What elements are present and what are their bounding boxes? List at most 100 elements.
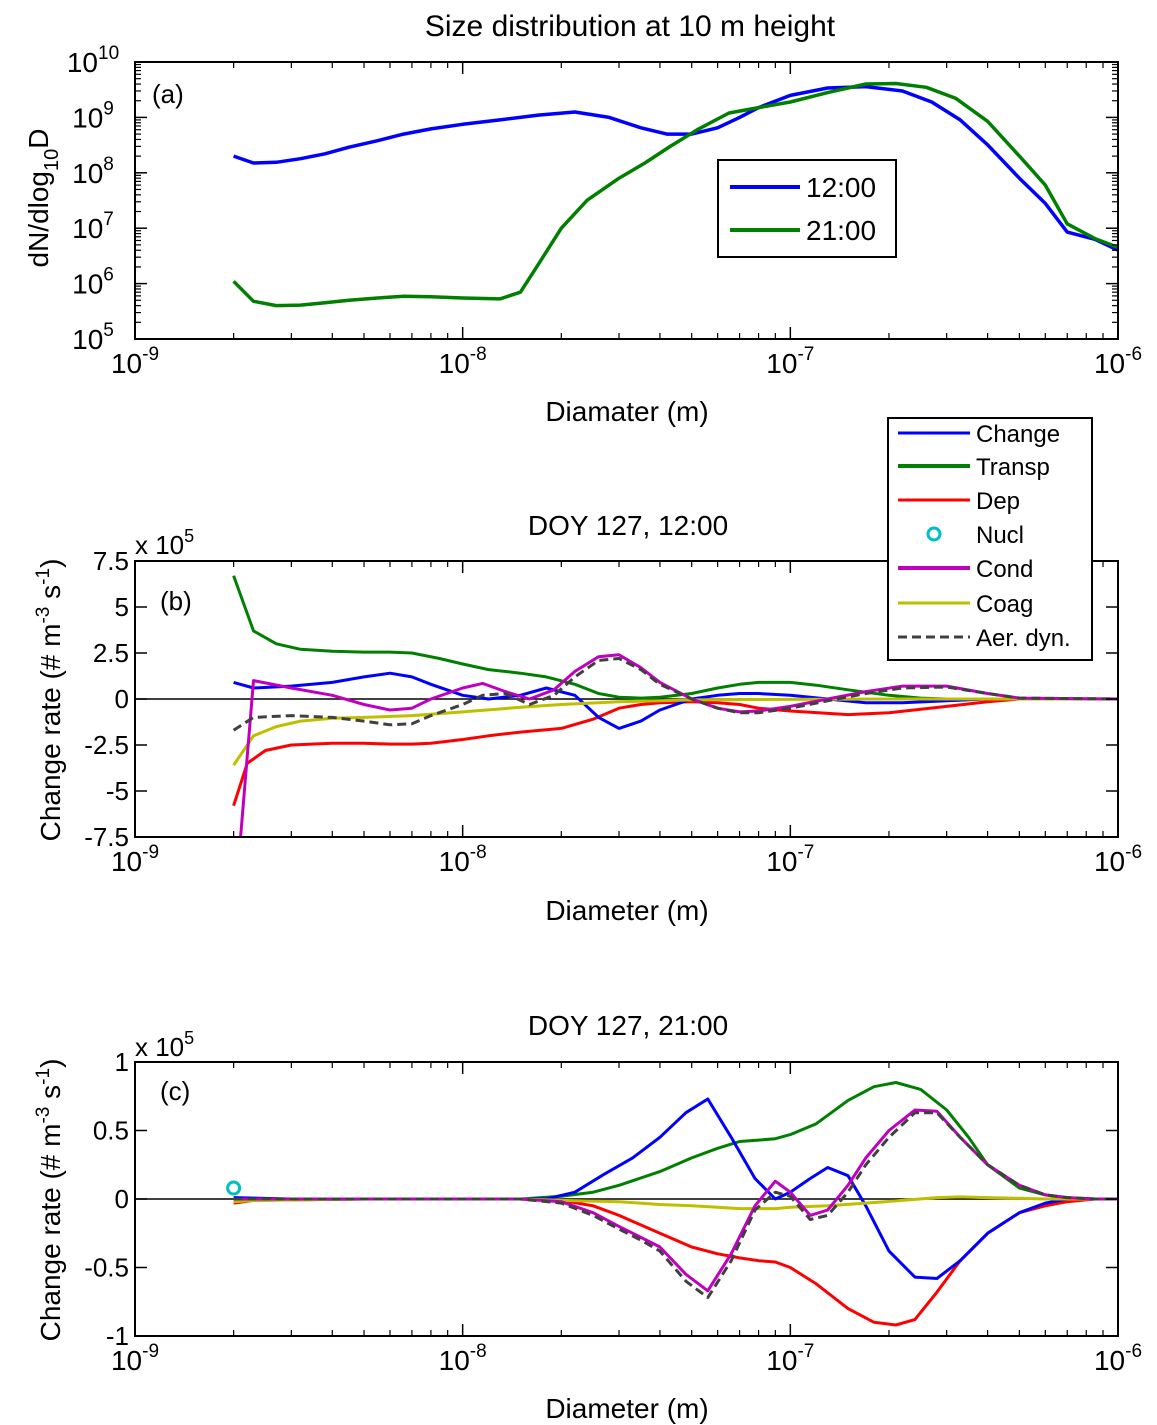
- panel-b-ytick-label: 5: [115, 592, 129, 622]
- panel-b-ytick-label: 0: [115, 684, 129, 714]
- panel-a-ytick-label: 107: [72, 209, 114, 244]
- panel-a-xtick-exp: -6: [1125, 344, 1142, 365]
- panel-a-ytick-base: 10: [72, 158, 103, 189]
- panel-b-multiplier-prefix: x 10: [135, 530, 184, 560]
- legend-label-nucl: Nucl: [976, 522, 1024, 549]
- panel-a-ytick-base: 10: [72, 102, 103, 133]
- panel-a-ytick-base: 10: [72, 324, 103, 355]
- panel-b-multiplier-exp: 5: [184, 526, 194, 546]
- panel-c-xticks: 10-9 10-8 10-7 10-6: [111, 1062, 1142, 1376]
- panel-a-ytick-exp: 7: [103, 209, 114, 230]
- panel-c-xtick-label: 10-8: [439, 1341, 487, 1376]
- legend-label-dep: Dep: [976, 488, 1020, 515]
- panel-a-ytick-label: 106: [72, 265, 114, 300]
- panel-b-title: DOY 127, 12:00: [528, 510, 728, 541]
- panel-a-xtick-label: 10-6: [1094, 344, 1142, 379]
- panel-a-ytick-label: 108: [72, 154, 114, 189]
- panel-c-multiplier: x 105: [135, 1028, 194, 1062]
- panel-a-plot: [232, 81, 1119, 308]
- panel-c-ylabel-exp1: -3: [33, 1107, 54, 1124]
- panel-c-plot: [135, 1081, 1118, 1327]
- panel-a-series-21-00: [232, 81, 1119, 308]
- panel-c-ytick-label: 0.5: [93, 1116, 129, 1146]
- legend-label-aerdyn: Aer. dyn.: [976, 625, 1071, 652]
- panel-b-xtick-base: 10: [111, 846, 142, 877]
- panel-c-ylabel: Change rate (# m-3 s-1): [33, 1059, 66, 1342]
- panel-c-xtick-label: 10-6: [1094, 1341, 1142, 1376]
- panel-b-ylabel-exp1: -3: [33, 607, 54, 624]
- panel-a-xtick-exp: -7: [797, 344, 814, 365]
- panel-a-xtick-label: 10-7: [766, 344, 814, 379]
- panel-b-series-change: [233, 671, 1118, 730]
- panel-b-xlabel: Diameter (m): [545, 895, 708, 926]
- panel-c-ytick-label: 1: [115, 1047, 129, 1077]
- panel-b-xticks: 10-9 10-8 10-7 10-6: [111, 561, 1142, 877]
- panel-b-ytick-label: -2.5: [84, 730, 129, 760]
- panel-b-label: (b): [160, 586, 192, 616]
- panel-a-xtick-base: 10: [439, 348, 470, 379]
- panel-b-multiplier: x 105: [135, 526, 194, 560]
- panel-a-ylabel-d: D: [23, 129, 54, 149]
- panel-a-ytick-label: 105: [72, 320, 114, 355]
- panel-b-xtick-base: 10: [1094, 846, 1125, 877]
- panel-a-xtick-base: 10: [111, 348, 142, 379]
- panel-c-xtick-base: 10: [1094, 1345, 1125, 1376]
- panel-a-xtick-label: 10-9: [111, 344, 159, 379]
- panel-a-ytick-exp: 8: [103, 154, 114, 175]
- panel-c-multiplier-prefix: x 10: [135, 1032, 184, 1062]
- legend-label-transp: Transp: [976, 454, 1050, 481]
- panel-a: Size distribution at 10 m height (a) 10-…: [23, 10, 1142, 427]
- panel-c-xtick-exp: -7: [797, 1341, 814, 1362]
- legend-label-cond: Cond: [976, 556, 1033, 583]
- panel-c-xtick-exp: -9: [142, 1341, 159, 1362]
- panel-a-label: (a): [152, 79, 184, 109]
- panel-c-series-aer-dyn: [233, 1111, 1118, 1300]
- panel-c-ylabel-exp2: -1: [33, 1068, 54, 1085]
- panel-a-ytick-exp: 9: [103, 98, 114, 119]
- panel-c-series-transp: [233, 1081, 1118, 1201]
- panel-c-ytick-label: 0: [115, 1184, 129, 1214]
- panel-b-series-cond: [239, 653, 1119, 838]
- panel-c-xlabel: Diameter (m): [545, 1393, 708, 1424]
- panel-a-legend-box: [717, 159, 897, 258]
- panel-b-ytick-label: 7.5: [93, 546, 129, 576]
- panel-a-ytick-base: 10: [72, 213, 103, 244]
- panel-a-legend: 12:00 21:00: [717, 159, 897, 258]
- panel-c-xtick-exp: -6: [1125, 1341, 1142, 1362]
- panel-b-series-aer-dyn: [232, 657, 1119, 732]
- panel-a-xticks: 10-9 10-8 10-7 10-6: [111, 62, 1142, 379]
- panel-b-xtick-label: 10-9: [111, 842, 159, 877]
- panel-b-xtick-base: 10: [766, 846, 797, 877]
- panel-b-legend-box: [887, 417, 1093, 661]
- panel-b-legend: Change Transp Dep Nucl Cond Coag Aer. dy…: [887, 417, 1093, 661]
- panel-b-plot: [135, 575, 1119, 838]
- panel-c-ytick-label: -1: [106, 1321, 129, 1351]
- panel-b-ytick-label: -5: [106, 776, 129, 806]
- panel-a-xtick-label: 10-8: [439, 344, 487, 379]
- panel-c-xtick-label: 10-7: [766, 1341, 814, 1376]
- panel-a-ytick-exp: 6: [103, 265, 114, 286]
- legend-label-coag: Coag: [976, 591, 1033, 618]
- panel-a-ytick-label: 1010: [67, 43, 119, 78]
- panel-c-title: DOY 127, 21:00: [528, 1010, 728, 1041]
- panel-b-xtick-exp: -8: [470, 842, 487, 863]
- panel-c-series-nucl-point: [226, 1180, 242, 1196]
- panel-a-xtick-base: 10: [1094, 348, 1125, 379]
- panel-b-xtick-exp: -7: [797, 842, 814, 863]
- panel-a-ytick-base: 10: [72, 269, 103, 300]
- panel-c-multiplier-exp: 5: [184, 1028, 194, 1048]
- panel-b-yticks: 7.5 5 2.5 0 -2.5 -5 -7.5: [84, 546, 1118, 852]
- panel-b-series-transp: [232, 575, 1118, 701]
- panel-b-xtick-label: 10-7: [766, 842, 814, 877]
- panel-b-ylabel-exp2: -1: [33, 568, 54, 585]
- panel-a-ylabel-subscript: 10: [41, 149, 63, 171]
- panel-b-xtick-exp: -6: [1125, 842, 1142, 863]
- panel-c-label: (c): [160, 1076, 190, 1106]
- panel-c-xtick-base: 10: [766, 1345, 797, 1376]
- panel-c-xtick-exp: -8: [470, 1341, 487, 1362]
- legend-label-change: Change: [976, 421, 1060, 448]
- panel-b-xtick-exp: -9: [142, 842, 159, 863]
